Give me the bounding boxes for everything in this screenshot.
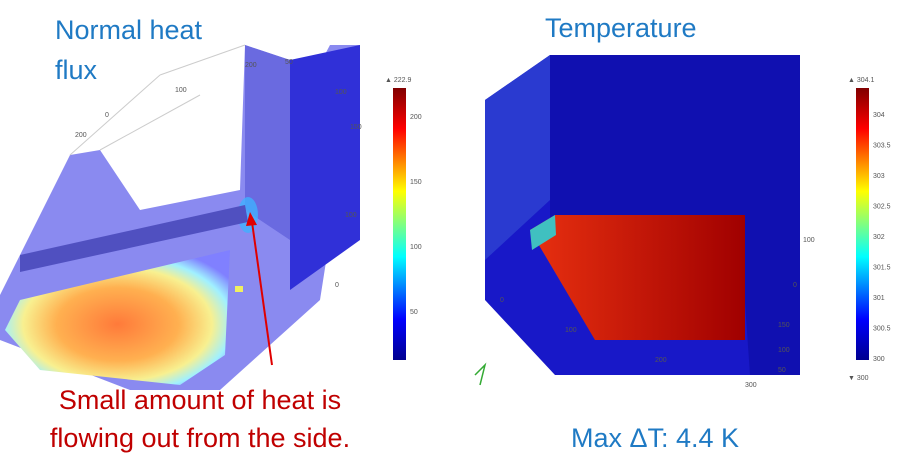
- colorbar: [856, 88, 869, 360]
- tick-labels: 200 150 100 50 304 303.5 303 302.5 302 301.5 301 30…: [75, 59, 891, 389]
- tick-label: 100: [803, 237, 815, 244]
- colorbar-min: ▼ 300: [848, 375, 869, 382]
- tick-label: 150: [410, 179, 422, 186]
- arrow-head: [246, 212, 257, 226]
- tick-label: 50: [285, 59, 293, 66]
- tick-label: 100: [175, 87, 187, 94]
- tick-label: 100: [778, 347, 790, 354]
- tick-label: 100: [410, 244, 422, 251]
- tick-label: 0: [793, 282, 797, 289]
- title: Normal heat: [55, 15, 203, 45]
- tick-label: 50: [778, 367, 786, 374]
- tick-label: 303: [873, 173, 885, 180]
- tick-label: 0: [335, 282, 339, 289]
- tick-label: 300: [745, 382, 757, 389]
- tick-label: 100: [345, 212, 357, 219]
- tick-label: 150: [350, 124, 362, 131]
- tick-label: 100: [335, 89, 347, 96]
- arrow: [251, 221, 273, 366]
- tick-label: 0: [500, 297, 504, 304]
- tick-label: 304: [873, 112, 885, 119]
- tick-label: 0: [105, 112, 109, 119]
- tick-label: 302.5: [873, 203, 891, 210]
- colorbar: [393, 88, 406, 360]
- colorbar-max: ▲ 222.9: [385, 77, 411, 84]
- tick-label: 301: [873, 295, 885, 302]
- heat-flux-render: [0, 44, 360, 390]
- annotation: Small amount of heat is: [59, 385, 341, 415]
- caption: Max ΔT: 4.4 K: [571, 423, 739, 453]
- colorbar-max: ▲ 304.1: [848, 77, 874, 84]
- tick-label: 100: [565, 327, 577, 334]
- tick-label: 200: [655, 357, 667, 364]
- tick-label: 200: [410, 114, 422, 121]
- temperature-render: [474, 55, 800, 386]
- tick-label: 302: [873, 234, 885, 241]
- tick-label: 200: [245, 62, 257, 69]
- tick-label: 303.5: [873, 142, 891, 149]
- annotation: flowing out from the side.: [50, 423, 350, 453]
- title: Temperature: [545, 13, 697, 43]
- tick-label: 200: [75, 132, 87, 139]
- tick-label: 301.5: [873, 264, 891, 271]
- tick-label: 300: [873, 356, 885, 363]
- tick-label: 150: [778, 322, 790, 329]
- tick-label: 300.5: [873, 325, 891, 332]
- tick-label: 50: [410, 309, 418, 316]
- title: flux: [55, 55, 98, 85]
